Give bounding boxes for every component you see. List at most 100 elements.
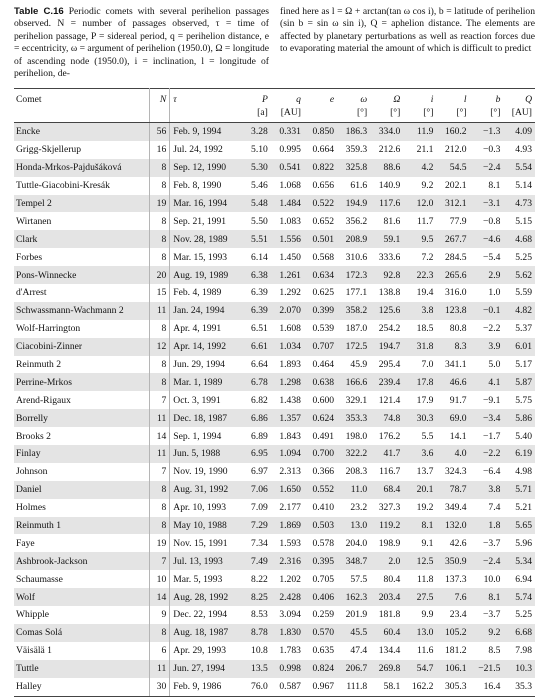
column-header-aphelion: Q <box>503 89 535 107</box>
cell-p: 7.06 <box>243 481 270 499</box>
cell-incl: 4.2 <box>403 159 436 177</box>
cell-tau: Feb. 4, 1989 <box>170 284 244 302</box>
column-unit-e <box>304 106 337 123</box>
cell-comet: d'Arrest <box>14 284 150 302</box>
cell-e: 0.568 <box>304 248 337 266</box>
table-row: Johnson 7 Nov. 19, 1990 6.97 2.313 0.366 208.3… <box>14 463 535 481</box>
cell-aphelion: 35.3 <box>503 678 535 696</box>
cell-l: 91.7 <box>436 391 469 409</box>
cell-incl: 19.4 <box>403 284 436 302</box>
cell-l: 123.8 <box>436 302 469 320</box>
cell-aphelion: 5.71 <box>503 481 535 499</box>
cell-n: 10 <box>150 570 170 588</box>
table-row: Finlay 11 Jun. 5, 1988 6.95 1.094 0.700 322.2 4… <box>14 445 535 463</box>
cell-b: 8.1 <box>470 177 504 195</box>
cell-omega: 166.6 <box>337 373 370 391</box>
cell-e: 0.664 <box>304 141 337 159</box>
cell-incl: 27.5 <box>403 588 436 606</box>
cell-incl: 12.5 <box>403 552 436 570</box>
column-unit-l: [°] <box>436 106 469 123</box>
cell-l: 316.0 <box>436 284 469 302</box>
cell-b: 7.4 <box>470 499 504 517</box>
cell-e: 0.501 <box>304 230 337 248</box>
cell-q: 2.070 <box>271 302 304 320</box>
cell-p: 6.14 <box>243 248 270 266</box>
table-row: Pons-Winnecke 20 Aug. 19, 1989 6.38 1.261 0.6… <box>14 266 535 284</box>
cell-e: 0.822 <box>304 159 337 177</box>
cell-tau: Sep. 1, 1994 <box>170 427 244 445</box>
cell-incl: 13.0 <box>403 624 436 642</box>
cell-q: 2.428 <box>271 588 304 606</box>
cell-omega: 208.9 <box>337 230 370 248</box>
caption-right: fined here as l = Ω + arctan(tan ω cos i… <box>280 6 535 56</box>
table-row: Reinmuth 2 8 Jun. 29, 1994 6.64 1.893 0.464 45… <box>14 356 535 374</box>
cell-tau: Nov. 28, 1989 <box>170 230 244 248</box>
cell-b: 10.0 <box>470 570 504 588</box>
cell-q: 1.083 <box>271 212 304 230</box>
cell-p: 6.97 <box>243 463 270 481</box>
cell-b: 1.8 <box>470 517 504 535</box>
cell-tau: Apr. 10, 1993 <box>170 499 244 517</box>
cell-omega: 204.0 <box>337 534 370 552</box>
cell-l: 7.6 <box>436 588 469 606</box>
cell-comet: Tempel 2 <box>14 195 150 213</box>
cell-tau: Aug. 31, 1992 <box>170 481 244 499</box>
cell-b: −3.7 <box>470 534 504 552</box>
column-unit-omega: [°] <box>337 106 370 123</box>
cell-l: 202.1 <box>436 177 469 195</box>
cell-comet: Tuttle <box>14 660 150 678</box>
cell-e: 0.503 <box>304 517 337 535</box>
cell-l: 349.4 <box>436 499 469 517</box>
cell-p: 6.39 <box>243 284 270 302</box>
cell-omega: 11.0 <box>337 481 370 499</box>
column-unit-q: [AU] <box>271 106 304 123</box>
cell-l: 137.3 <box>436 570 469 588</box>
cell-p: 6.86 <box>243 409 270 427</box>
cell-l: 69.0 <box>436 409 469 427</box>
cell-e: 0.635 <box>304 642 337 660</box>
cell-incl: 11.6 <box>403 642 436 660</box>
table-row: Tempel 2 19 Mar. 16, 1994 5.48 1.484 0.522 194… <box>14 195 535 213</box>
cell-e: 0.552 <box>304 481 337 499</box>
cell-incl: 17.9 <box>403 391 436 409</box>
cell-incl: 8.1 <box>403 517 436 535</box>
cell-omega: 61.6 <box>337 177 370 195</box>
cell-incl: 31.8 <box>403 338 436 356</box>
cell-tau: Mar. 16, 1994 <box>170 195 244 213</box>
cell-n: 8 <box>150 230 170 248</box>
cell-n: 20 <box>150 266 170 284</box>
cell-aphelion: 7.98 <box>503 642 535 660</box>
cell-q: 2.177 <box>271 499 304 517</box>
cell-l: 78.7 <box>436 481 469 499</box>
cell-q: 1.202 <box>271 570 304 588</box>
cell-e: 0.259 <box>304 606 337 624</box>
cell-node: 92.8 <box>370 266 403 284</box>
cell-n: 8 <box>150 212 170 230</box>
cell-q: 3.094 <box>271 606 304 624</box>
cell-node: 194.7 <box>370 338 403 356</box>
cell-p: 5.30 <box>243 159 270 177</box>
cell-p: 6.78 <box>243 373 270 391</box>
cell-comet: Comas Solá <box>14 624 150 642</box>
cell-q: 1.556 <box>271 230 304 248</box>
cell-omega: 186.3 <box>337 123 370 141</box>
cell-omega: 111.8 <box>337 678 370 696</box>
cell-incl: 11.8 <box>403 570 436 588</box>
cell-b: −2.4 <box>470 159 504 177</box>
cell-l: 80.8 <box>436 320 469 338</box>
cell-node: 58.1 <box>370 678 403 696</box>
cell-n: 30 <box>150 678 170 696</box>
cell-tau: Mar. 15, 1993 <box>170 248 244 266</box>
cell-comet: Wolf <box>14 588 150 606</box>
cell-omega: 47.4 <box>337 642 370 660</box>
cell-b: 3.8 <box>470 481 504 499</box>
cell-node: 121.4 <box>370 391 403 409</box>
cell-omega: 172.3 <box>337 266 370 284</box>
cell-e: 0.625 <box>304 284 337 302</box>
cell-incl: 9.1 <box>403 534 436 552</box>
cell-q: 1.450 <box>271 248 304 266</box>
cell-p: 6.82 <box>243 391 270 409</box>
cell-q: 1.843 <box>271 427 304 445</box>
unit-row: [a] [AU] [°] [°] [°] [°] [°] [AU] <box>14 106 535 123</box>
cell-node: 334.0 <box>370 123 403 141</box>
